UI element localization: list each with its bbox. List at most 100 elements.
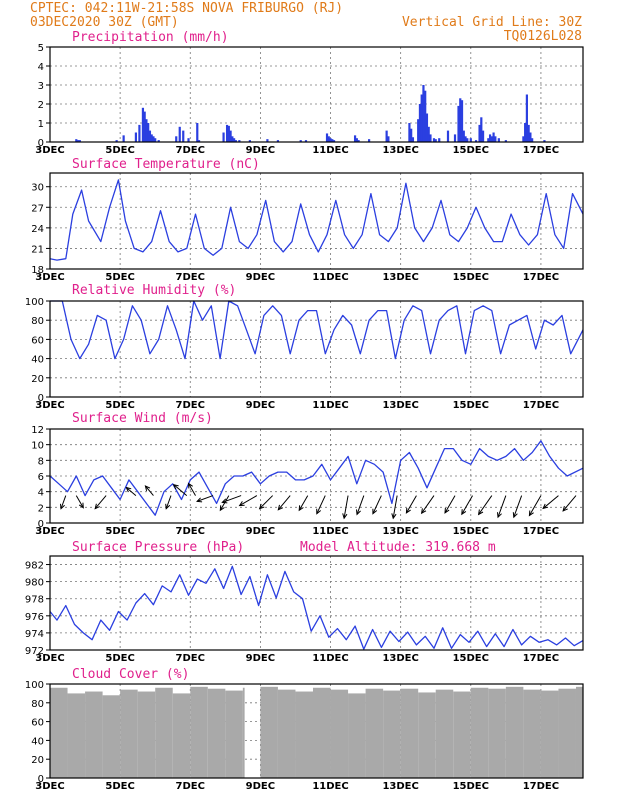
precip-bar [525, 94, 528, 142]
wind-arrowhead [391, 513, 397, 520]
y-tick-label: 978 [25, 595, 44, 606]
x-tick-label: 13DEC [382, 145, 418, 156]
x-tick-label: 13DEC [382, 272, 418, 283]
cloud-bar [225, 690, 243, 778]
panel-frame [49, 683, 584, 779]
wind-arrowhead [144, 485, 151, 492]
series-line [49, 179, 584, 261]
x-tick-label: 11DEC [312, 272, 348, 283]
cloud-bar [120, 689, 138, 778]
precip-bar [76, 140, 80, 142]
x-tick-label: 3DEC [35, 145, 64, 156]
x-tick-label: 5DEC [105, 526, 134, 537]
wind-arrowhead [342, 513, 348, 520]
x-tick-label: 17DEC [523, 272, 559, 283]
precip-bar [464, 136, 467, 142]
wind-arrow [542, 495, 559, 509]
y-tick-label: 60 [31, 335, 44, 346]
cloud-bar [523, 689, 541, 778]
wind-arrow [173, 484, 188, 496]
wind-arrow [75, 495, 84, 508]
x-tick-label: 7DEC [176, 781, 205, 792]
x-tick-label: 11DEC [312, 145, 348, 156]
y-tick-label: 976 [25, 612, 44, 623]
y-tick-label: 4 [38, 62, 44, 73]
wind-arrowhead [60, 503, 65, 510]
x-tick-label: 5DEC [105, 272, 134, 283]
precip-bar [462, 130, 465, 142]
precip-bar [148, 130, 152, 142]
cloud-bar [102, 695, 121, 778]
series-line [49, 440, 584, 516]
precip-bar [474, 140, 478, 142]
series-line [49, 565, 584, 650]
wind-arrow [60, 495, 67, 509]
precip-bar [438, 138, 441, 142]
y-tick-label: 0 [38, 774, 44, 785]
panel-frame [49, 300, 584, 398]
wind-arrow [356, 495, 365, 515]
precip-bar [331, 139, 334, 142]
precip-bar [427, 126, 430, 142]
precip-bar [332, 140, 336, 142]
precip-bar [434, 139, 437, 142]
cloud-bar [190, 686, 208, 778]
wind-arrowhead [78, 502, 84, 509]
y-tick-label: 6 [38, 472, 44, 483]
x-tick-label: 9DEC [246, 272, 275, 283]
precip-bar [531, 138, 534, 142]
wind-arrowhead [94, 503, 100, 510]
x-tick-label: 17DEC [523, 653, 559, 664]
pressure-title: Surface Pressure (hPa) [72, 540, 244, 555]
cloud-bar [558, 688, 576, 778]
x-tick-label: 15DEC [453, 653, 489, 664]
wind-arrow [406, 495, 417, 514]
wind-arrow [298, 495, 309, 511]
precip-bar [229, 130, 232, 142]
precip-bar [417, 119, 420, 142]
x-tick-label: 17DEC [523, 400, 559, 411]
y-tick-label: 3 [38, 81, 44, 92]
precip-bar [355, 138, 358, 142]
wind-arrow [562, 495, 577, 512]
precip-bar [480, 117, 483, 142]
x-tick-label: 5DEC [105, 145, 134, 156]
precip-bar [134, 132, 138, 142]
wind-arrowhead [405, 507, 411, 514]
precip-bar [145, 119, 148, 142]
wind-arrowhead [298, 505, 304, 512]
panel-frame [49, 555, 584, 651]
temp-title: Surface Temperature (nC) [72, 157, 260, 172]
precip-bar [147, 123, 150, 142]
precip-bar [522, 136, 525, 142]
x-tick-label: 15DEC [453, 145, 489, 156]
wind-arrow [222, 495, 242, 503]
cloud-bar [242, 687, 245, 778]
wind-title: Surface Wind (m/s) [72, 411, 213, 426]
cloud-bar [348, 693, 366, 778]
precip-bar [75, 139, 78, 142]
precip-bar [422, 85, 425, 142]
x-tick-label: 3DEC [35, 653, 64, 664]
x-tick-label: 9DEC [246, 781, 275, 792]
wind-arrow [196, 495, 214, 502]
precip-bar [157, 140, 160, 142]
x-tick-label: 15DEC [453, 400, 489, 411]
precip-bar [182, 130, 185, 142]
wind-arrowhead [221, 498, 228, 504]
x-tick-label: 9DEC [246, 653, 275, 664]
x-tick-label: 7DEC [176, 272, 205, 283]
wind-arrow [165, 495, 172, 509]
wind-arrowhead [542, 503, 549, 510]
precip-bar [457, 105, 460, 142]
precip-bar [304, 140, 308, 142]
wind-arrow [126, 487, 137, 496]
precip-bar [231, 136, 234, 142]
wind-arrowhead [420, 508, 427, 515]
cloud-bar [312, 687, 331, 778]
wind-arrowhead [444, 507, 450, 514]
y-tick-label: 24 [31, 224, 44, 235]
precip-bar [175, 136, 178, 142]
x-tick-label: 5DEC [105, 400, 134, 411]
y-tick-label: 27 [31, 203, 44, 214]
